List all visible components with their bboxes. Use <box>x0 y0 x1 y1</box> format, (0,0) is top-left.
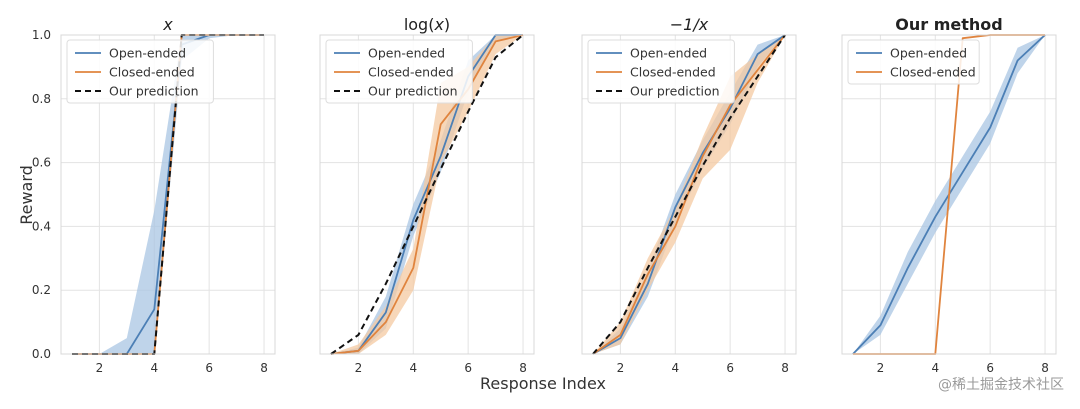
x-tick-label: 4 <box>150 361 158 375</box>
panel-title: Our method <box>895 15 1002 34</box>
y-tick-label: 0.0 <box>32 347 51 361</box>
watermark: @稀土掘金技术社区 <box>938 377 1064 393</box>
confidence-band-closed-ended <box>593 35 785 354</box>
series-line-closed-ended <box>330 34 524 355</box>
legend-label-closed-ended: Closed-ended <box>109 65 195 80</box>
x-tick-label: 8 <box>781 361 789 375</box>
panel-3: 2 4 6 8 −1/x Open-ended Closed-ended Our predic… <box>581 15 797 375</box>
legend-label-closed-ended: Closed-ended <box>368 65 454 80</box>
x-tick-label: 2 <box>877 361 885 375</box>
x-tick-label: 2 <box>617 361 625 375</box>
panel-title: log(x) <box>404 15 450 34</box>
legend-label-closed-ended: Closed-ended <box>890 65 976 80</box>
y-tick-label: 1.0 <box>32 28 51 42</box>
x-tick-label: 6 <box>726 361 734 375</box>
x-tick-label: 2 <box>355 361 363 375</box>
series-line-our-prediction <box>592 34 786 355</box>
x-tick-label: 4 <box>931 361 939 375</box>
panel-1: 2 4 6 8 0.0 0.2 0.4 0.6 0.8 1.0 x Open-ended Closed-… <box>32 15 276 375</box>
legend: Open-ended Closed-ended <box>847 39 980 85</box>
y-tick-label: 0.4 <box>32 219 51 233</box>
x-tick-label: 6 <box>986 361 994 375</box>
legend-label-our-prediction: Our prediction <box>109 84 199 99</box>
axes-frame <box>319 34 535 355</box>
x-tick-label: 4 <box>409 361 417 375</box>
axes-frame <box>581 34 797 355</box>
panel-4: 2 4 6 8 Our method Open-ended Closed-ended <box>841 15 1057 375</box>
y-axis-label: Reward <box>17 165 36 225</box>
x-tick-label: 8 <box>260 361 268 375</box>
legend-label-our-prediction: Our prediction <box>368 84 458 99</box>
legend-box <box>66 39 214 104</box>
legend-label-open-ended: Open-ended <box>630 46 707 61</box>
x-tick-label: 8 <box>1041 361 1049 375</box>
y-tick-label: 0.6 <box>32 156 51 170</box>
panel-title: x <box>162 15 173 34</box>
y-tick-label: 0.8 <box>32 92 51 106</box>
legend-box <box>587 39 735 104</box>
legend-box <box>325 39 473 104</box>
x-axis-label: Response Index <box>480 374 606 393</box>
x-tick-label: 6 <box>464 361 472 375</box>
axes-frame <box>60 34 276 355</box>
legend-label-our-prediction: Our prediction <box>630 84 720 99</box>
series-line-our-prediction <box>330 34 524 355</box>
legend-box <box>847 39 980 85</box>
axes-frame <box>841 34 1057 355</box>
x-tick-label: 4 <box>671 361 679 375</box>
legend-label-open-ended: Open-ended <box>890 46 967 61</box>
legend-label-open-ended: Open-ended <box>368 46 445 61</box>
x-tick-label: 2 <box>96 361 104 375</box>
legend-label-open-ended: Open-ended <box>109 46 186 61</box>
x-tick-label: 6 <box>205 361 213 375</box>
panel-2: 2 4 6 8 log(x) Open-ended Closed-ended Our pred… <box>319 15 535 375</box>
series-line-open-ended <box>592 34 786 355</box>
legend: Open-ended Closed-ended Our prediction <box>66 39 214 104</box>
series-line-open-ended <box>330 34 523 355</box>
legend: Open-ended Closed-ended Our prediction <box>325 39 473 104</box>
legend: Open-ended Closed-ended Our prediction <box>587 39 735 104</box>
y-tick-label: 0.2 <box>32 283 51 297</box>
series-line-closed-ended <box>592 34 786 355</box>
panel-title: −1/x <box>670 15 709 34</box>
x-tick-label: 8 <box>519 361 527 375</box>
legend-label-closed-ended: Closed-ended <box>630 65 716 80</box>
